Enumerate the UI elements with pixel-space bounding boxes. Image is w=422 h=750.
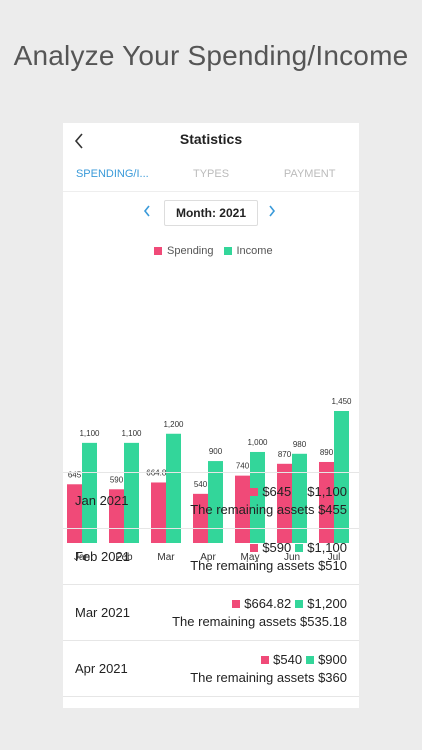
list-item[interactable]: Mar 2021 $664.82 $1,200 The remaining as… [63, 585, 359, 641]
spending-legend-swatch [154, 247, 162, 255]
spending-bar-may[interactable] [235, 475, 250, 543]
remaining-assets: The remaining assets $360 [190, 670, 347, 685]
tab-types[interactable]: TYPES [192, 168, 230, 180]
x-tick-label: Feb [115, 552, 133, 563]
nav-bar: Statistics [63, 123, 359, 157]
income-value-label: 1,000 [247, 438, 268, 447]
prev-month-button[interactable] [143, 204, 151, 220]
spending-bar-mar[interactable] [151, 482, 166, 543]
bar-chart: 6451,100Jan5901,100Feb664.821,200Mar5409… [67, 397, 352, 563]
x-tick-label: Apr [200, 552, 216, 563]
row-values: $590 $1,100 The remaining assets $510 [190, 540, 347, 573]
income-bar-jul[interactable] [334, 411, 349, 543]
income-value-label: 1,450 [331, 397, 352, 406]
tab-bar: SPENDING/I... TYPES PAYMENT [63, 157, 359, 192]
income-amount: $1,200 [307, 596, 347, 611]
income-legend-swatch [223, 247, 232, 255]
income-amount: $1,100 [307, 484, 347, 499]
back-button[interactable] [73, 129, 93, 151]
income-bar-mar[interactable] [166, 433, 181, 543]
spending-amount: $645 [262, 484, 292, 499]
chart-area: 6451,100Jan5901,100Feb664.821,200Mar5409… [63, 386, 359, 571]
spending-bar-apr[interactable] [193, 493, 208, 543]
row-month-label: Apr 2021 [75, 661, 128, 676]
income-bar-feb[interactable] [124, 442, 139, 543]
page-title: Statistics [179, 131, 243, 147]
income-amount: $900 [318, 652, 347, 667]
spending-value-label: 540 [194, 480, 208, 489]
income-bar-jan[interactable] [82, 442, 97, 543]
row-month-label: Feb 2021 [75, 549, 130, 564]
row-values: $645 $1,100 The remaining assets $455 [190, 484, 347, 517]
monthly-list: Jan 2021 $645 $1,100 The remaining asset… [63, 473, 359, 697]
legend-spending-label: Spending [167, 245, 214, 257]
list-item[interactable]: Apr 2021 $540 $900 The remaining assets … [63, 641, 359, 697]
tab-payment[interactable]: PAYMENT [283, 168, 336, 180]
income-value-label: 1,200 [163, 420, 184, 429]
list-item[interactable]: Jan 2021 $645 $1,100 The remaining asset… [63, 473, 359, 529]
income-swatch [295, 599, 304, 608]
chevron-left-icon [74, 133, 83, 149]
spending-value-label: 870 [278, 450, 292, 459]
legend-spending: Spending [154, 243, 214, 259]
spending-value-label: 590 [110, 475, 124, 484]
spending-value-label: 890 [320, 448, 334, 457]
income-amount: $1,100 [307, 540, 347, 555]
legend-income-label: Income [236, 245, 273, 257]
remaining-assets: The remaining assets $455 [190, 502, 347, 517]
spending-swatch [250, 543, 259, 552]
x-tick-label: Jun [284, 552, 300, 563]
row-month-label: Mar 2021 [75, 605, 130, 620]
income-value-label: 900 [209, 447, 223, 456]
income-value-label: 1,100 [121, 429, 142, 438]
x-tick-label: May [241, 552, 260, 563]
spending-bar-feb[interactable] [109, 489, 124, 543]
income-value-label: 1,100 [79, 429, 100, 438]
spending-value-label: 740 [236, 462, 250, 471]
month-selector: Month: 2021 [63, 192, 359, 232]
income-bar-apr[interactable] [208, 461, 223, 543]
row-values: $540 $900 The remaining assets $360 [190, 652, 347, 685]
x-tick-label: Jul [328, 552, 341, 563]
spending-amount: $540 [273, 652, 303, 667]
spending-bar-jun[interactable] [277, 463, 292, 543]
spending-amount: $590 [262, 540, 292, 555]
remaining-assets: The remaining assets $510 [190, 558, 347, 573]
spending-swatch [261, 655, 270, 664]
income-swatch [295, 487, 304, 496]
remaining-assets: The remaining assets $535.18 [172, 614, 347, 629]
income-bar-jun[interactable] [292, 453, 307, 543]
x-tick-label: Jan [74, 552, 90, 563]
spending-amount: $664.82 [244, 596, 292, 611]
chart-legend: Spending Income [154, 243, 273, 259]
x-tick-label: Mar [157, 552, 175, 563]
next-month-button[interactable] [268, 204, 276, 220]
legend-income: Income [223, 243, 273, 259]
income-swatch [306, 655, 315, 664]
tab-spending-income[interactable]: SPENDING/I... [75, 168, 149, 180]
chevron-right-icon [269, 205, 276, 217]
income-value-label: 980 [293, 440, 307, 449]
list-item[interactable]: Feb 2021 $590 $1,100 The remaining asset… [63, 529, 359, 585]
row-values: $664.82 $1,200 The remaining assets $535… [172, 596, 347, 629]
chevron-left-icon [143, 205, 150, 217]
spending-swatch [250, 487, 259, 496]
income-swatch [295, 543, 304, 552]
spending-bar-jul[interactable] [319, 461, 334, 543]
income-bar-may[interactable] [250, 451, 265, 543]
divider [63, 472, 359, 473]
spending-swatch [232, 599, 241, 608]
month-dropdown[interactable]: Month: 2021 [164, 200, 258, 226]
spending-value-label: 645 [68, 470, 82, 479]
phone-screen: Statistics SPENDING/I... TYPES PAYMENT M… [63, 123, 359, 708]
headline: Analyze Your Spending/Income [13, 40, 409, 71]
row-month-label: Jan 2021 [75, 493, 129, 508]
